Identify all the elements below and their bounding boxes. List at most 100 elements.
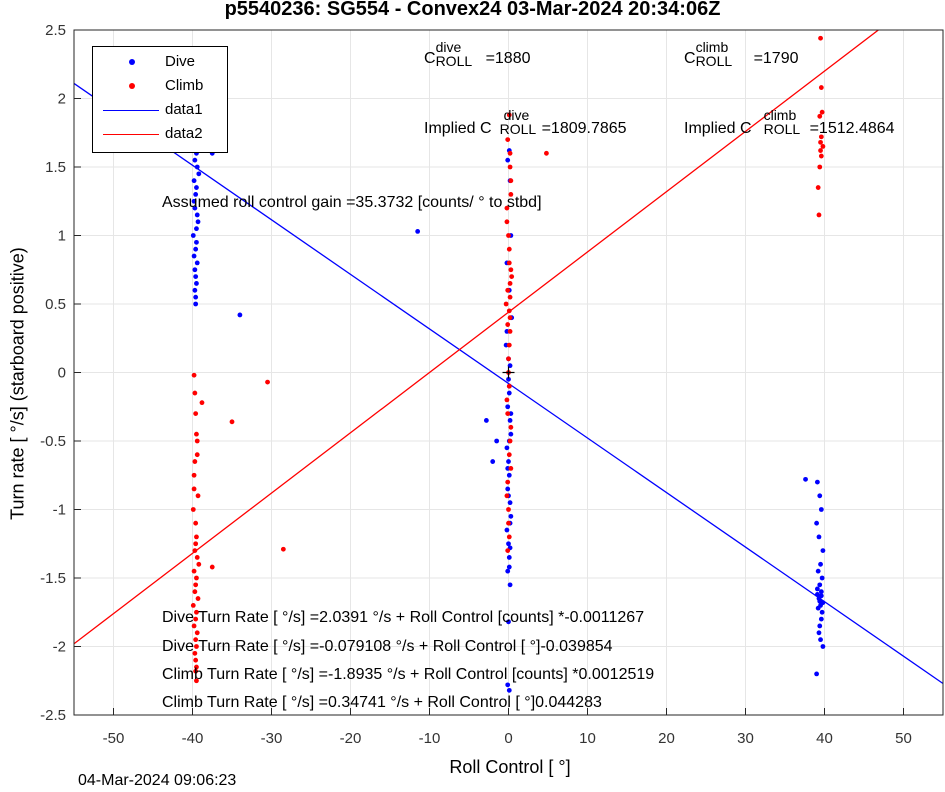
dive-point: [506, 541, 511, 547]
dive-point: [490, 459, 496, 464]
climb-point: [194, 534, 199, 540]
dive-point: [817, 582, 823, 588]
legend-item-data2: data2: [93, 123, 227, 145]
climb-point: [195, 596, 201, 601]
climb-point: [199, 400, 205, 406]
climb-point: [505, 548, 511, 553]
climb-point: [194, 678, 199, 684]
climb-point: [192, 650, 198, 656]
dive-point: [820, 644, 826, 649]
y-tick-label: 2.5: [45, 22, 66, 39]
y-tick-label: 2: [58, 91, 66, 108]
climb-point: [505, 137, 511, 143]
x-tick-label: 20: [658, 730, 675, 747]
dive-point: [193, 246, 199, 252]
climb-point: [818, 153, 824, 159]
climb-point: [508, 267, 514, 273]
dive-point: [192, 287, 198, 293]
climb-point: [194, 609, 199, 615]
climb-point: [229, 419, 235, 425]
dive-point: [814, 671, 819, 677]
legend: Dive Climb data1 data2: [92, 46, 228, 153]
y-tick-label: -0.5: [40, 433, 66, 450]
climb-point: [194, 438, 200, 444]
climb-point: [818, 35, 823, 41]
dive-point: [505, 486, 511, 492]
plot-frame: [73, 29, 944, 716]
climb-point: [193, 582, 199, 588]
dive-point: [508, 431, 514, 437]
x-tick-label: -30: [261, 730, 283, 747]
climb-point: [504, 493, 510, 499]
dive-point: [415, 228, 421, 234]
dive-point: [506, 376, 511, 382]
axes: -50 -40 -30 -20 -10 0 10 20 30 40 50-2.5-2-1.5-1-0…: [40, 22, 912, 747]
climb-point: [505, 411, 511, 416]
dive-point: [494, 438, 500, 444]
dive-point: [483, 418, 489, 423]
dive-point: [504, 445, 510, 451]
fit-line-climb-degrees: Climb Turn Rate [ °/s] =0.34741 °/s + Ro…: [162, 694, 602, 711]
climb-point: [190, 603, 196, 608]
climb-point: [503, 301, 509, 307]
legend-item-climb: Climb: [93, 75, 227, 97]
y-tick-label: 1: [58, 228, 66, 245]
climb-point: [194, 431, 199, 437]
climb-point: [504, 397, 510, 403]
dive-point: [505, 404, 511, 410]
climb-point: [194, 575, 199, 581]
dive-point: [818, 637, 823, 643]
climb-point: [191, 568, 197, 574]
climb-point: [192, 459, 198, 464]
climb-point: [507, 150, 513, 156]
dive-point: [816, 630, 822, 636]
y-axis-label: Turn rate [ °/s] (starboard positive): [7, 247, 28, 520]
climb-point: [507, 294, 513, 300]
climb-point: [507, 438, 513, 444]
dive-point: [506, 619, 511, 625]
dive-point: [814, 592, 820, 597]
dive-point: [820, 548, 826, 553]
x-tick-label: -10: [419, 730, 441, 747]
dive-point: [194, 164, 200, 170]
climb-point: [506, 246, 512, 252]
climb-point: [506, 260, 512, 266]
dive-point: [506, 390, 512, 396]
dive-point: [818, 616, 824, 622]
dive-point: [818, 561, 823, 567]
climb-point: [544, 150, 549, 156]
climb-point: [505, 479, 511, 485]
dive-point: [819, 575, 825, 581]
dive-point: [507, 500, 513, 506]
climb-point: [507, 281, 513, 286]
dive-point: [506, 687, 512, 693]
dive-point: [815, 568, 821, 574]
climb-point: [504, 205, 510, 211]
dive-point: [191, 198, 197, 204]
dive-point: [194, 226, 199, 232]
climb-point: [506, 534, 512, 540]
climb-point: [818, 134, 824, 140]
climb-point: [505, 287, 511, 293]
data1-line-icon: [103, 110, 159, 111]
dive-point: [506, 564, 512, 570]
dive-point: [505, 568, 511, 574]
dive-point: [237, 312, 243, 318]
climb-point: [265, 379, 270, 385]
climb-point: [195, 493, 201, 499]
dive-marker-icon: [129, 59, 135, 65]
x-tick-label: 50: [895, 730, 912, 747]
climb-point: [194, 630, 200, 636]
dive-point: [818, 593, 824, 599]
climb-point: [193, 657, 199, 663]
roll-gain-annotation: Assumed roll control gain =35.3732 [coun…: [162, 194, 542, 211]
climb-point: [509, 274, 515, 279]
climb-point: [193, 668, 199, 674]
climb-point: [192, 548, 198, 553]
climb-point: [190, 507, 196, 512]
dive-point: [814, 520, 819, 526]
climb-point: [192, 390, 198, 396]
fit-line-dive-counts: Dive Turn Rate [ °/s] =2.0391 °/s + Roll…: [162, 609, 645, 626]
